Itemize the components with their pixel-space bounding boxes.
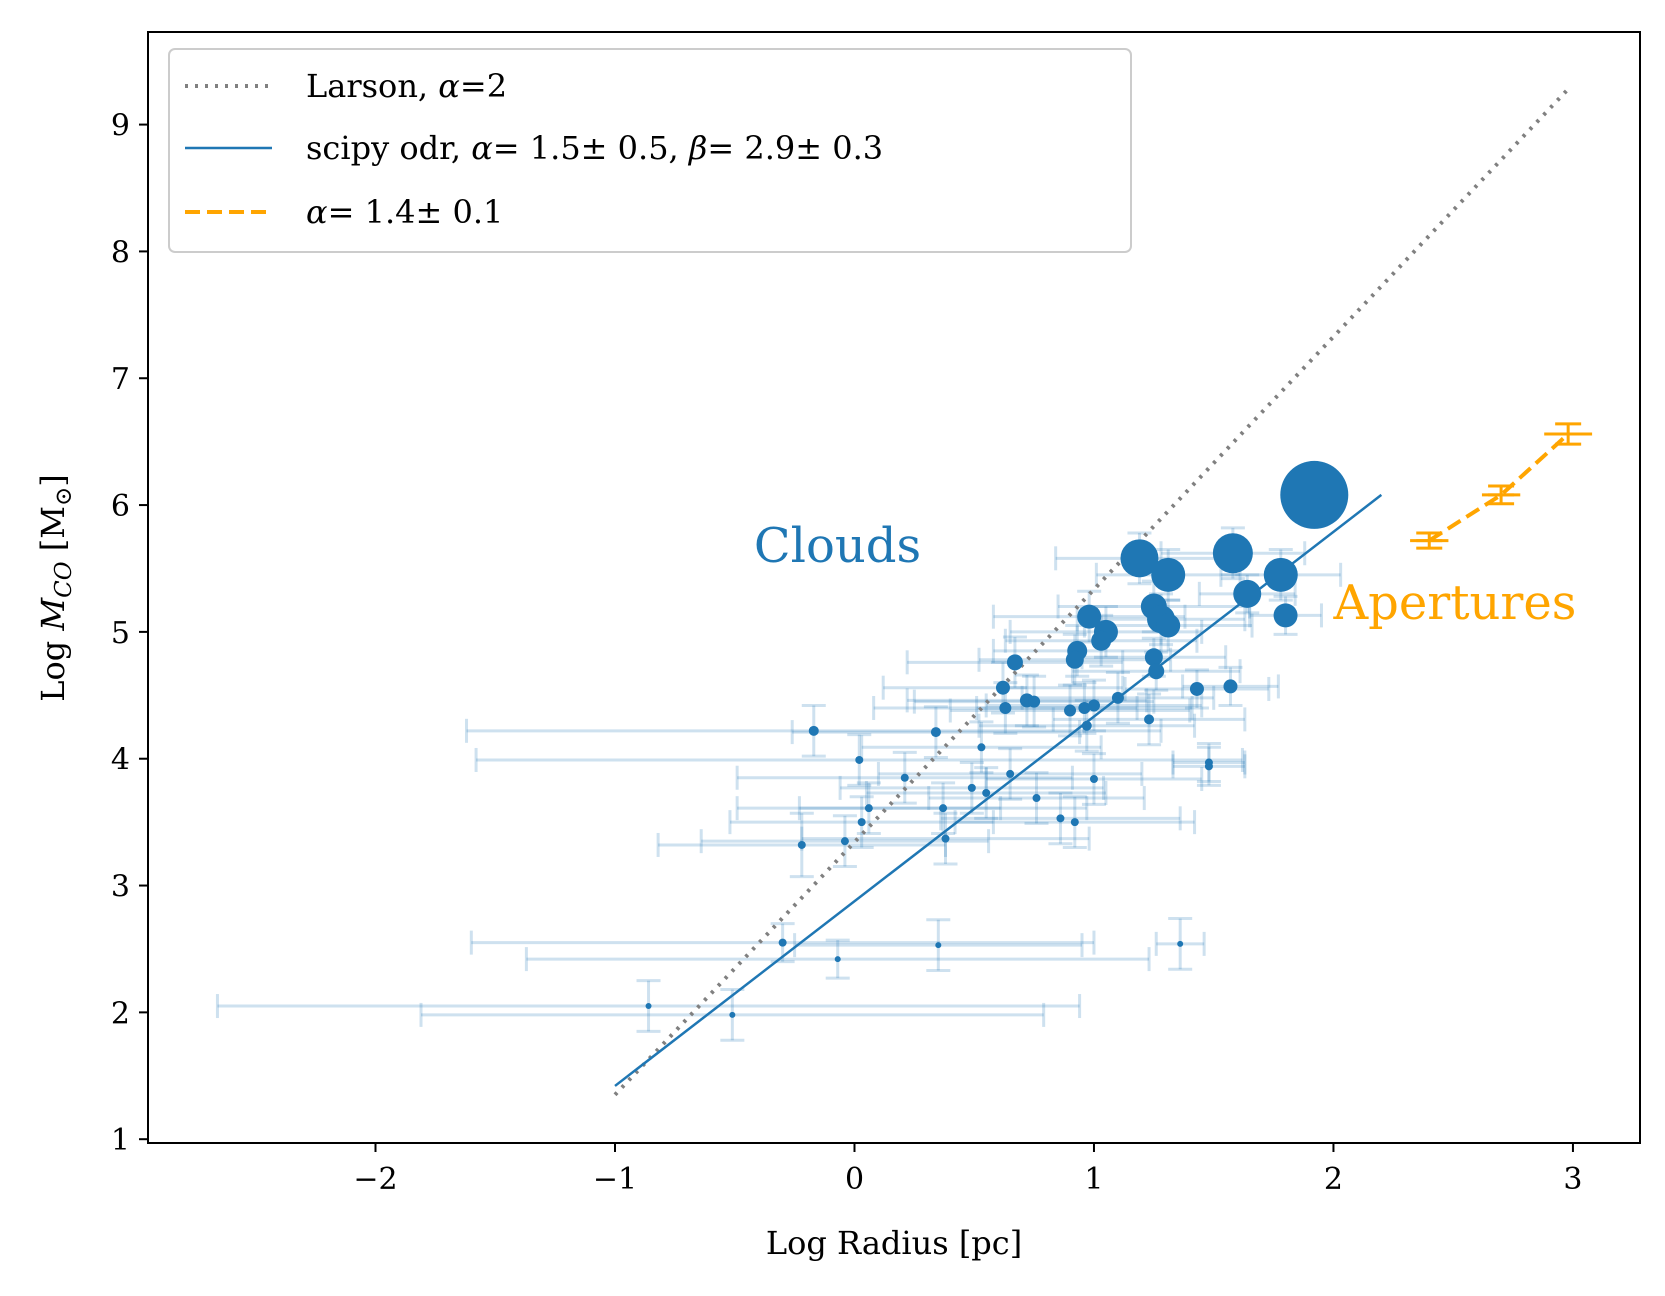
aperture-fit-line: [1428, 432, 1570, 543]
legend-label: α= 1.4± 0.1: [306, 193, 503, 231]
cloud-point: [797, 840, 806, 849]
plot-frame: [147, 31, 1641, 1144]
cloud-point: [1273, 603, 1298, 628]
cloud-point: [982, 788, 991, 797]
cloud-point: [941, 834, 950, 843]
cloud-point: [967, 783, 976, 792]
cloud-points: [645, 460, 1349, 1018]
cloud-point: [995, 680, 1010, 695]
annotations: Clouds Apertures: [754, 518, 1576, 631]
y-axis-label: Log MCO [M⊙]: [34, 474, 77, 702]
cloud-point: [1064, 704, 1077, 717]
cloud-point: [729, 1011, 736, 1018]
cloud-point: [1056, 814, 1065, 823]
cloud-point: [1006, 654, 1023, 671]
cloud-point: [808, 725, 819, 736]
y-tick-label: 7: [111, 362, 130, 397]
aperture-series: [1410, 422, 1593, 550]
y-tick-label: 1: [111, 1123, 130, 1158]
cloud-point: [1223, 679, 1238, 694]
cloud-point: [1065, 650, 1084, 669]
cloud-point: [840, 837, 849, 846]
cloud-point: [930, 727, 941, 738]
cloud-point: [1081, 720, 1092, 731]
y-tick-label: 4: [111, 743, 130, 778]
cloud-point: [1078, 701, 1091, 714]
legend-label: Larson, α=2: [306, 67, 507, 105]
x-tick-label: −1: [593, 1162, 637, 1197]
cloud-point: [1070, 818, 1079, 827]
cloud-point: [778, 938, 787, 947]
y-tick-label: 3: [111, 870, 130, 905]
cloud-point: [1089, 775, 1098, 784]
legend: Larson, α=2 scipy odr, α= 1.5± 0.5, β= 2.…: [168, 48, 1132, 253]
cloud-point: [1204, 762, 1213, 771]
x-tick-label: 3: [1563, 1162, 1582, 1197]
y-tick-label: 5: [111, 616, 130, 651]
y-tick-label: 6: [111, 489, 130, 524]
y-tick-label: 9: [111, 109, 130, 144]
cloud-point: [1144, 648, 1163, 667]
x-tick-label: −2: [353, 1162, 397, 1197]
x-tick-label: 0: [845, 1162, 864, 1197]
x-axis-label: Log Radius [pc]: [766, 1224, 1022, 1262]
cloud-point: [1156, 613, 1181, 638]
cloud-point: [900, 773, 909, 782]
cloud-point: [645, 1003, 652, 1010]
x-tick-label: 2: [1324, 1162, 1343, 1197]
cloud-point: [1148, 663, 1165, 680]
x-axis: −2 −1 0 1 2 3: [353, 1143, 1582, 1197]
cloud-point: [1111, 691, 1124, 704]
cloud-point: [1151, 557, 1186, 592]
cloud-point: [1006, 769, 1015, 778]
cloud-point: [1280, 460, 1349, 529]
x-tick-label: 1: [1084, 1162, 1103, 1197]
annotation-clouds: Clouds: [754, 518, 921, 574]
cloud-point: [939, 804, 948, 813]
cloud-point: [1233, 579, 1262, 608]
annotation-apertures: Apertures: [1332, 575, 1576, 631]
cloud-point: [1077, 604, 1102, 629]
y-tick-label: 8: [111, 235, 130, 270]
cloud-point: [864, 804, 873, 813]
cloud-point: [1189, 681, 1204, 696]
y-tick-label: 2: [111, 996, 130, 1031]
cloud-point: [1091, 630, 1112, 651]
cloud-point: [1087, 699, 1100, 712]
cloud-point: [855, 755, 864, 764]
cloud-point: [857, 818, 866, 827]
cloud-point: [1032, 794, 1041, 803]
cloud-point: [1177, 940, 1184, 947]
larson-line: [613, 87, 1570, 1097]
legend-label: scipy odr, α= 1.5± 0.5, β= 2.9± 0.3: [306, 129, 883, 167]
cloud-point: [1144, 714, 1155, 725]
cloud-point: [1212, 533, 1253, 574]
cloud-point: [834, 956, 841, 963]
cloud-point: [1120, 539, 1159, 578]
cloud-point: [1263, 557, 1298, 592]
legend-box: [168, 48, 1132, 253]
cloud-point: [1028, 695, 1041, 708]
cloud-point: [977, 743, 986, 752]
y-axis: 1 2 3 4 5 6 7 8 9: [111, 109, 148, 1158]
cloud-point: [935, 942, 942, 949]
cloud-point: [999, 701, 1012, 714]
